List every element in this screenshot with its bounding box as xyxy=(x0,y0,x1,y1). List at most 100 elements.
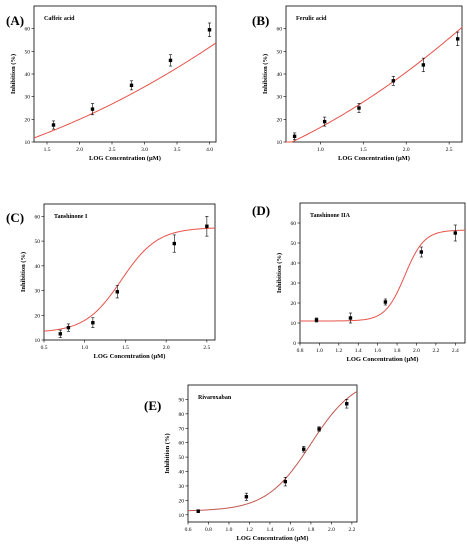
data-point xyxy=(196,509,200,513)
y-axis-label: Inhibition (%) xyxy=(164,433,171,473)
y-tick-label: 10 xyxy=(179,513,185,519)
panel-label: (C) xyxy=(6,210,24,225)
chart-panel: (A) Caffeic acid 1.5 2.0 2.5 3.0 3.5 4.0 10 20 30 4… xyxy=(6,5,217,162)
fit-curve xyxy=(43,227,216,332)
data-point xyxy=(419,250,424,254)
chart-panel: (B) Ferulic acid 1.0 1.5 2.0 2.5 10 20 30 40 50 60 L… xyxy=(252,5,463,162)
panel-label: (A) xyxy=(6,13,24,28)
data-point xyxy=(115,290,119,294)
plot-frame xyxy=(285,5,463,143)
data-point xyxy=(292,134,297,139)
data-point xyxy=(172,241,176,246)
y-tick-label: 30 xyxy=(35,289,41,295)
data-point xyxy=(383,300,388,304)
y-tick-label: 20 xyxy=(291,301,297,307)
x-tick-label: 1.5 xyxy=(44,147,51,153)
data-point xyxy=(357,106,361,110)
fit-curve xyxy=(187,391,358,512)
x-tick-label: 2.5 xyxy=(203,345,210,351)
x-tick-label: 2.0 xyxy=(328,527,335,533)
y-tick-label: 10 xyxy=(291,321,297,327)
x-tick-label: 1.0 xyxy=(316,348,323,354)
y-tick-label: 20 xyxy=(179,498,185,504)
data-point xyxy=(90,107,95,111)
x-tick-label: 2.2 xyxy=(432,348,439,354)
y-tick-label: 20 xyxy=(25,117,31,123)
y-tick-label: 30 xyxy=(179,484,185,490)
plot-title: Ferulic acid xyxy=(296,16,327,22)
x-tick-label: 1.2 xyxy=(335,348,342,354)
x-axis-label: LOG Concentration (μM) xyxy=(237,535,309,542)
y-tick-label: 40 xyxy=(179,470,185,476)
y-tick-label: 30 xyxy=(25,95,31,101)
data-point xyxy=(421,63,426,67)
y-tick-label: 60 xyxy=(179,441,185,447)
plot-title: Tanshinone IIA xyxy=(310,213,351,219)
x-tick-label: 2.4 xyxy=(452,348,459,354)
data-point xyxy=(66,325,71,330)
plot-title: Rivaroxaban xyxy=(198,395,232,401)
y-tick-label: 70 xyxy=(179,426,185,432)
data-point xyxy=(302,447,306,451)
y-tick-label: 50 xyxy=(35,239,41,245)
x-tick-label: 3.0 xyxy=(141,147,148,153)
y-tick-label: 60 xyxy=(291,221,297,227)
x-tick-label: 1.5 xyxy=(360,147,367,153)
y-tick-label: 0 xyxy=(293,341,296,347)
data-point xyxy=(348,316,353,320)
y-tick-label: 50 xyxy=(291,241,297,247)
chart-panel: (E) Rivaroxaban 0.6 0.8 1.0 1.2 1.4 1.6 1.8 2.0 2.… xyxy=(144,384,358,542)
fit-curve xyxy=(33,42,217,139)
x-tick-label: 1.6 xyxy=(287,527,294,533)
x-axis-label: LOG Concentration (μM) xyxy=(347,356,419,363)
plot-title: Tanshinone I xyxy=(54,214,88,220)
x-tick-label: 2.5 xyxy=(446,147,453,153)
y-tick-label: 50 xyxy=(277,49,283,55)
x-tick-label: 1.6 xyxy=(374,348,381,354)
y-tick-label: 10 xyxy=(277,140,283,146)
y-tick-label: 90 xyxy=(179,397,185,403)
x-tick-label: 2.2 xyxy=(348,527,355,533)
y-tick-label: 10 xyxy=(35,338,41,344)
data-point xyxy=(322,119,327,124)
x-tick-label: 1.4 xyxy=(355,348,362,354)
y-axis-label: Inhibition (%) xyxy=(262,54,269,94)
x-tick-label: 1.8 xyxy=(394,348,401,354)
data-point xyxy=(129,83,134,88)
plot-title: Caffeic acid xyxy=(44,16,75,22)
x-tick-label: 2.0 xyxy=(76,147,83,153)
y-tick-label: 50 xyxy=(25,49,31,55)
plot-frame xyxy=(43,203,216,341)
x-tick-label: 2.0 xyxy=(413,348,420,354)
y-tick-label: 80 xyxy=(179,412,185,418)
chart-panel: (D) Tanshinone IIA 0.8 1.0 1.2 1.4 1.6 1.8 2.0 2.… xyxy=(252,202,466,363)
y-tick-label: 60 xyxy=(35,214,41,220)
y-tick-label: 40 xyxy=(277,72,283,78)
x-tick-label: 1.5 xyxy=(122,345,129,351)
y-tick-label: 40 xyxy=(291,261,297,267)
y-tick-label: 50 xyxy=(179,455,185,461)
x-tick-label: 1.8 xyxy=(307,527,314,533)
fit-curve xyxy=(300,229,466,322)
data-point xyxy=(456,37,460,41)
data-point xyxy=(168,58,173,63)
chart-panel: (C) Tanshinone I 0.5 1.0 1.5 2.0 2.5 10 20 30 40 50… xyxy=(6,203,216,360)
data-point xyxy=(205,224,209,228)
plot-frame xyxy=(299,202,466,344)
x-tick-label: 4.0 xyxy=(206,147,213,153)
plot-frame xyxy=(187,384,358,523)
data-point xyxy=(345,402,349,406)
data-point xyxy=(244,495,249,499)
panel-label: (B) xyxy=(252,13,269,28)
data-point xyxy=(453,231,457,235)
data-point xyxy=(283,479,288,484)
x-tick-label: 2.0 xyxy=(163,345,170,351)
x-tick-label: 1.0 xyxy=(317,147,324,153)
y-tick-label: 30 xyxy=(277,95,283,101)
y-tick-label: 60 xyxy=(25,27,31,33)
panel-label: (D) xyxy=(252,203,270,218)
y-tick-label: 60 xyxy=(277,27,283,33)
x-tick-label: 2.0 xyxy=(403,147,410,153)
x-tick-label: 2.5 xyxy=(109,147,116,153)
